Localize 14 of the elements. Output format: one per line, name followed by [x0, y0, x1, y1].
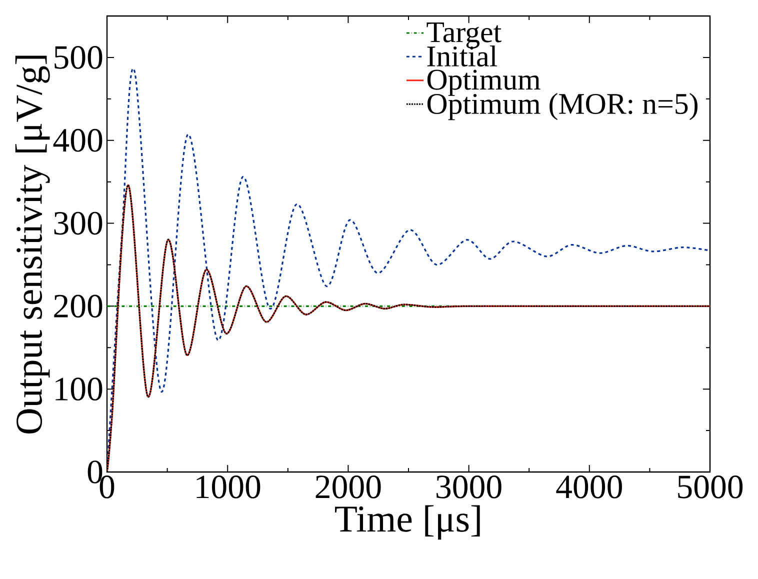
- y-tick-label: 300: [54, 212, 102, 235]
- legend-label: Optimum (MOR: n=5): [427, 93, 698, 120]
- x-tick-label: 2000: [316, 476, 381, 498]
- x-tick-label: 1000: [196, 476, 260, 498]
- x-tick-label: 4000: [556, 476, 622, 498]
- x-tick-label: 3000: [436, 476, 502, 498]
- x-tick-label: 5000: [678, 476, 743, 498]
- y-tick-label: 100: [56, 378, 102, 401]
- legend-label: Optimum: [427, 70, 540, 96]
- y-tick-label: 200: [54, 294, 102, 318]
- y-tick-label: 500: [54, 46, 102, 69]
- x-axis-title: Time [μs]: [335, 505, 480, 540]
- y-axis-title: Output sensitivity [μV/g]: [15, 56, 50, 434]
- y-tick-label: 400: [53, 128, 102, 152]
